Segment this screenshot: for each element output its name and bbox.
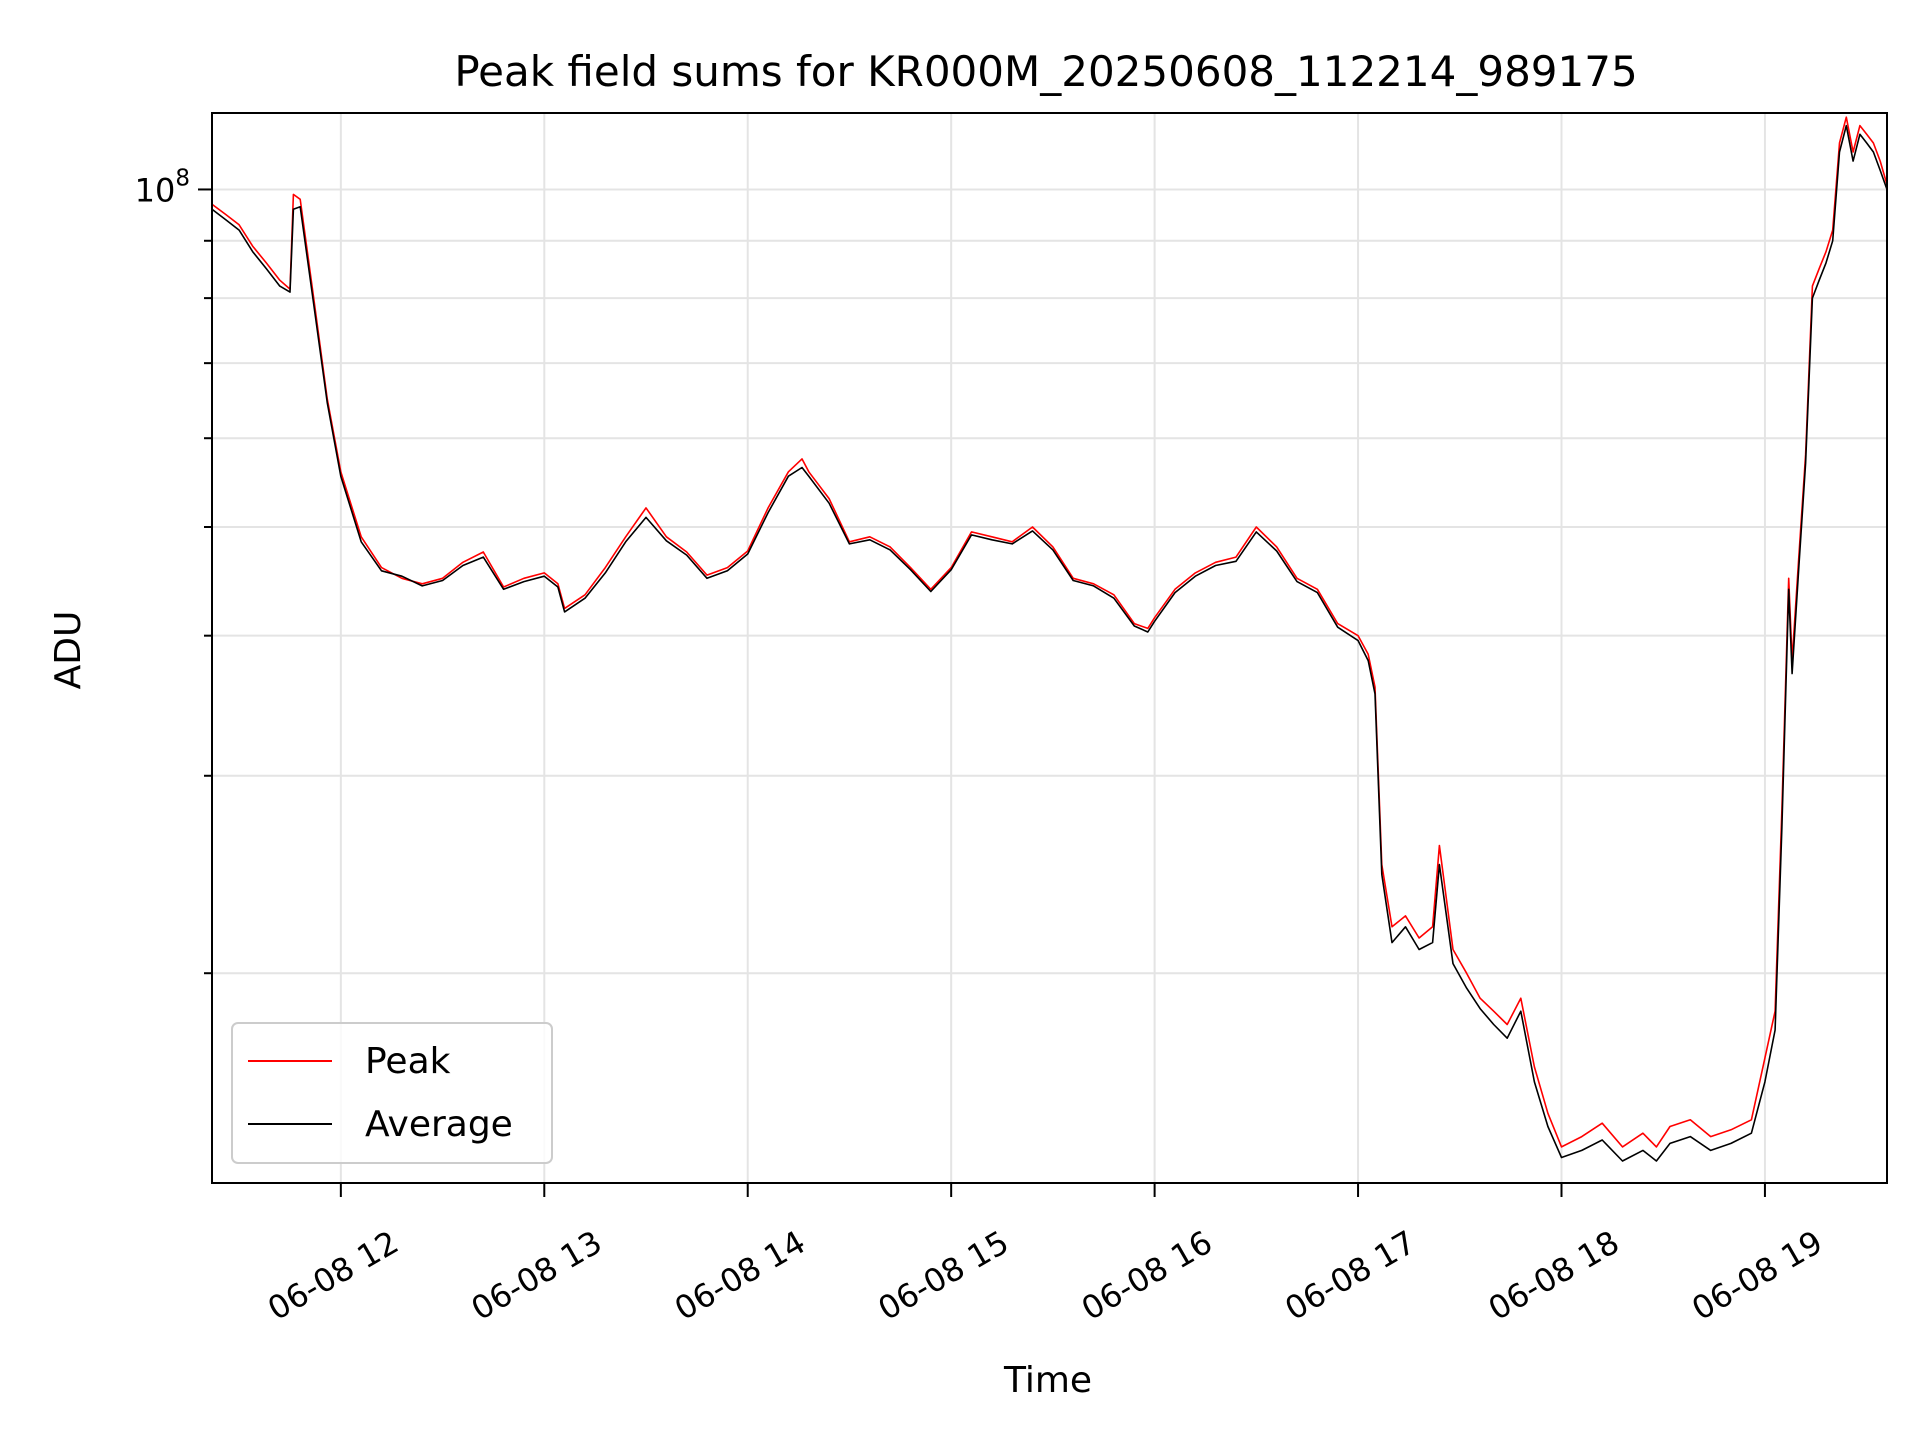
- legend-label-peak: Peak: [365, 1041, 451, 1082]
- legend-box: [231, 1022, 553, 1164]
- legend-label-average: Average: [365, 1104, 513, 1145]
- series-peak: [212, 116, 1887, 1148]
- series-line-peak: [212, 116, 1887, 1148]
- y-axis-label: ADU: [48, 611, 89, 690]
- chart-title: Peak field sums for KR000M_20250608_1122…: [454, 47, 1637, 96]
- x-axis-label: Time: [1003, 1360, 1092, 1401]
- y-tick-label: 108: [135, 165, 190, 209]
- series-line-average: [212, 124, 1887, 1162]
- series-average: [212, 124, 1887, 1162]
- plot-frame: [211, 112, 1888, 1184]
- grid: [212, 113, 1887, 1183]
- y-axis-ticks: 108: [135, 165, 212, 975]
- legend: Peak Average: [231, 1022, 553, 1164]
